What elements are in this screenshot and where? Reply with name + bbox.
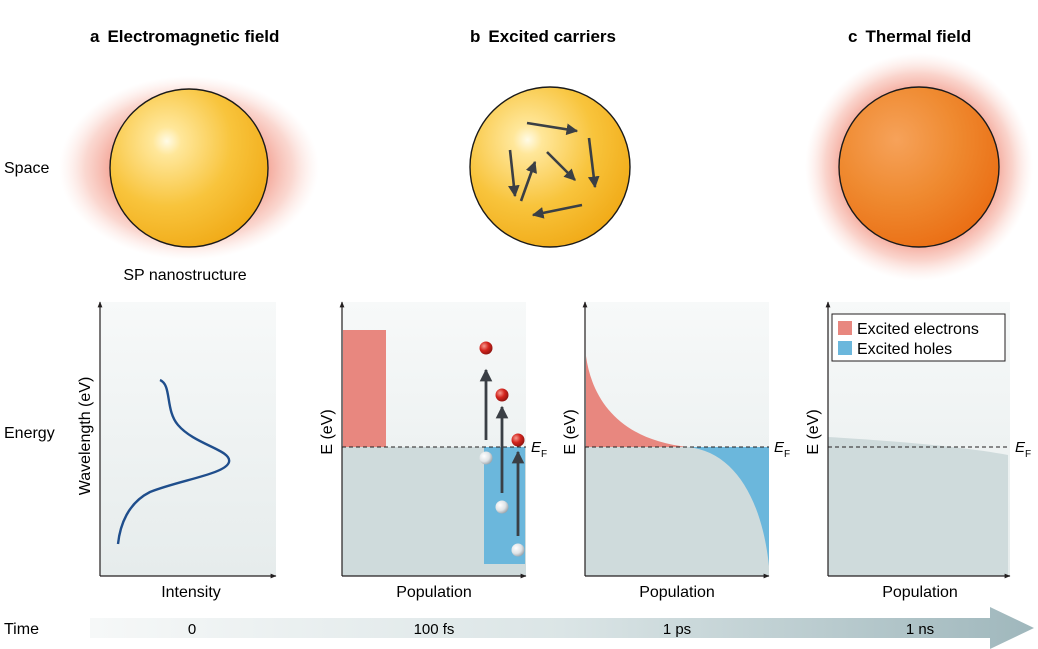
legend-swatch-holes [838,341,852,355]
hot-nanoparticle-c [838,86,1000,248]
plot-thermalized-distribution: EF Population E (eV) [562,301,790,601]
panel-c-title: c Thermal field [848,27,971,46]
y-axis-label: Wavelength (eV) [77,377,94,496]
legend-swatch-electrons [838,321,852,335]
timeline-tick: 0 [188,621,196,638]
panel-b-title: b Excited carriers [470,27,616,46]
y-axis-label: E (eV) [319,409,336,454]
row-label-energy: Energy [4,425,55,442]
timeline-tick: 1 ps [663,621,691,638]
legend-label-electrons: Excited electrons [857,321,979,338]
x-axis-label: Population [639,584,715,601]
carrier-arrow [519,160,537,202]
fermi-level-label: EF [774,439,790,460]
legend: Excited electrons Excited holes [831,313,1006,362]
plot-initial-distribution: EF Population E (eV) [319,301,547,601]
excited-electrons-region [343,330,386,447]
panel-a-title: a Electromagnetic field [90,27,279,46]
timeline: 0 100 fs 1 ps 1 ns [90,607,1034,649]
excited-electrons-region [586,356,688,447]
gold-nanoparticle-b [469,86,631,248]
plot-background [100,302,276,576]
timeline-tick: 100 fs [414,621,455,638]
x-axis-label: Population [396,584,472,601]
legend-label-holes: Excited holes [857,341,952,358]
carrier-arrow [531,203,583,219]
carrier-arrow [546,151,576,181]
gold-nanoparticle-a [109,88,269,248]
electron [495,388,509,402]
y-axis-label: E (eV) [805,409,822,454]
carrier-arrow [587,137,600,189]
spectrum-curve [116,378,231,545]
y-axis-label: E (eV) [562,409,579,454]
row-label-space: Space [4,160,49,177]
hole [479,451,493,465]
electron [511,433,525,447]
plot-spectrum: Intensity Wavelength (eV) [77,301,277,601]
sp-nanostructure-caption: SP nanostructure [123,267,246,284]
fermi-level-label: EF [531,439,547,460]
excited-holes-region [688,447,769,566]
electron [479,341,493,355]
carrier-arrow [508,149,520,198]
legend-box [831,313,1006,362]
hole [495,500,509,514]
x-axis-label: Population [882,584,958,601]
timeline-tick: 1 ns [906,621,934,638]
fermi-sea [828,437,1008,576]
timeline-arrow [90,607,1034,649]
row-label-time: Time [4,621,39,638]
hole [511,543,525,557]
x-axis-label: Intensity [161,584,221,601]
fermi-level-label: EF [1015,439,1031,460]
excited-carriers-particle [469,86,631,248]
plot-thermal-distribution: EF Population E (eV) Excited electrons E… [805,301,1031,601]
carrier-arrow [526,121,579,136]
